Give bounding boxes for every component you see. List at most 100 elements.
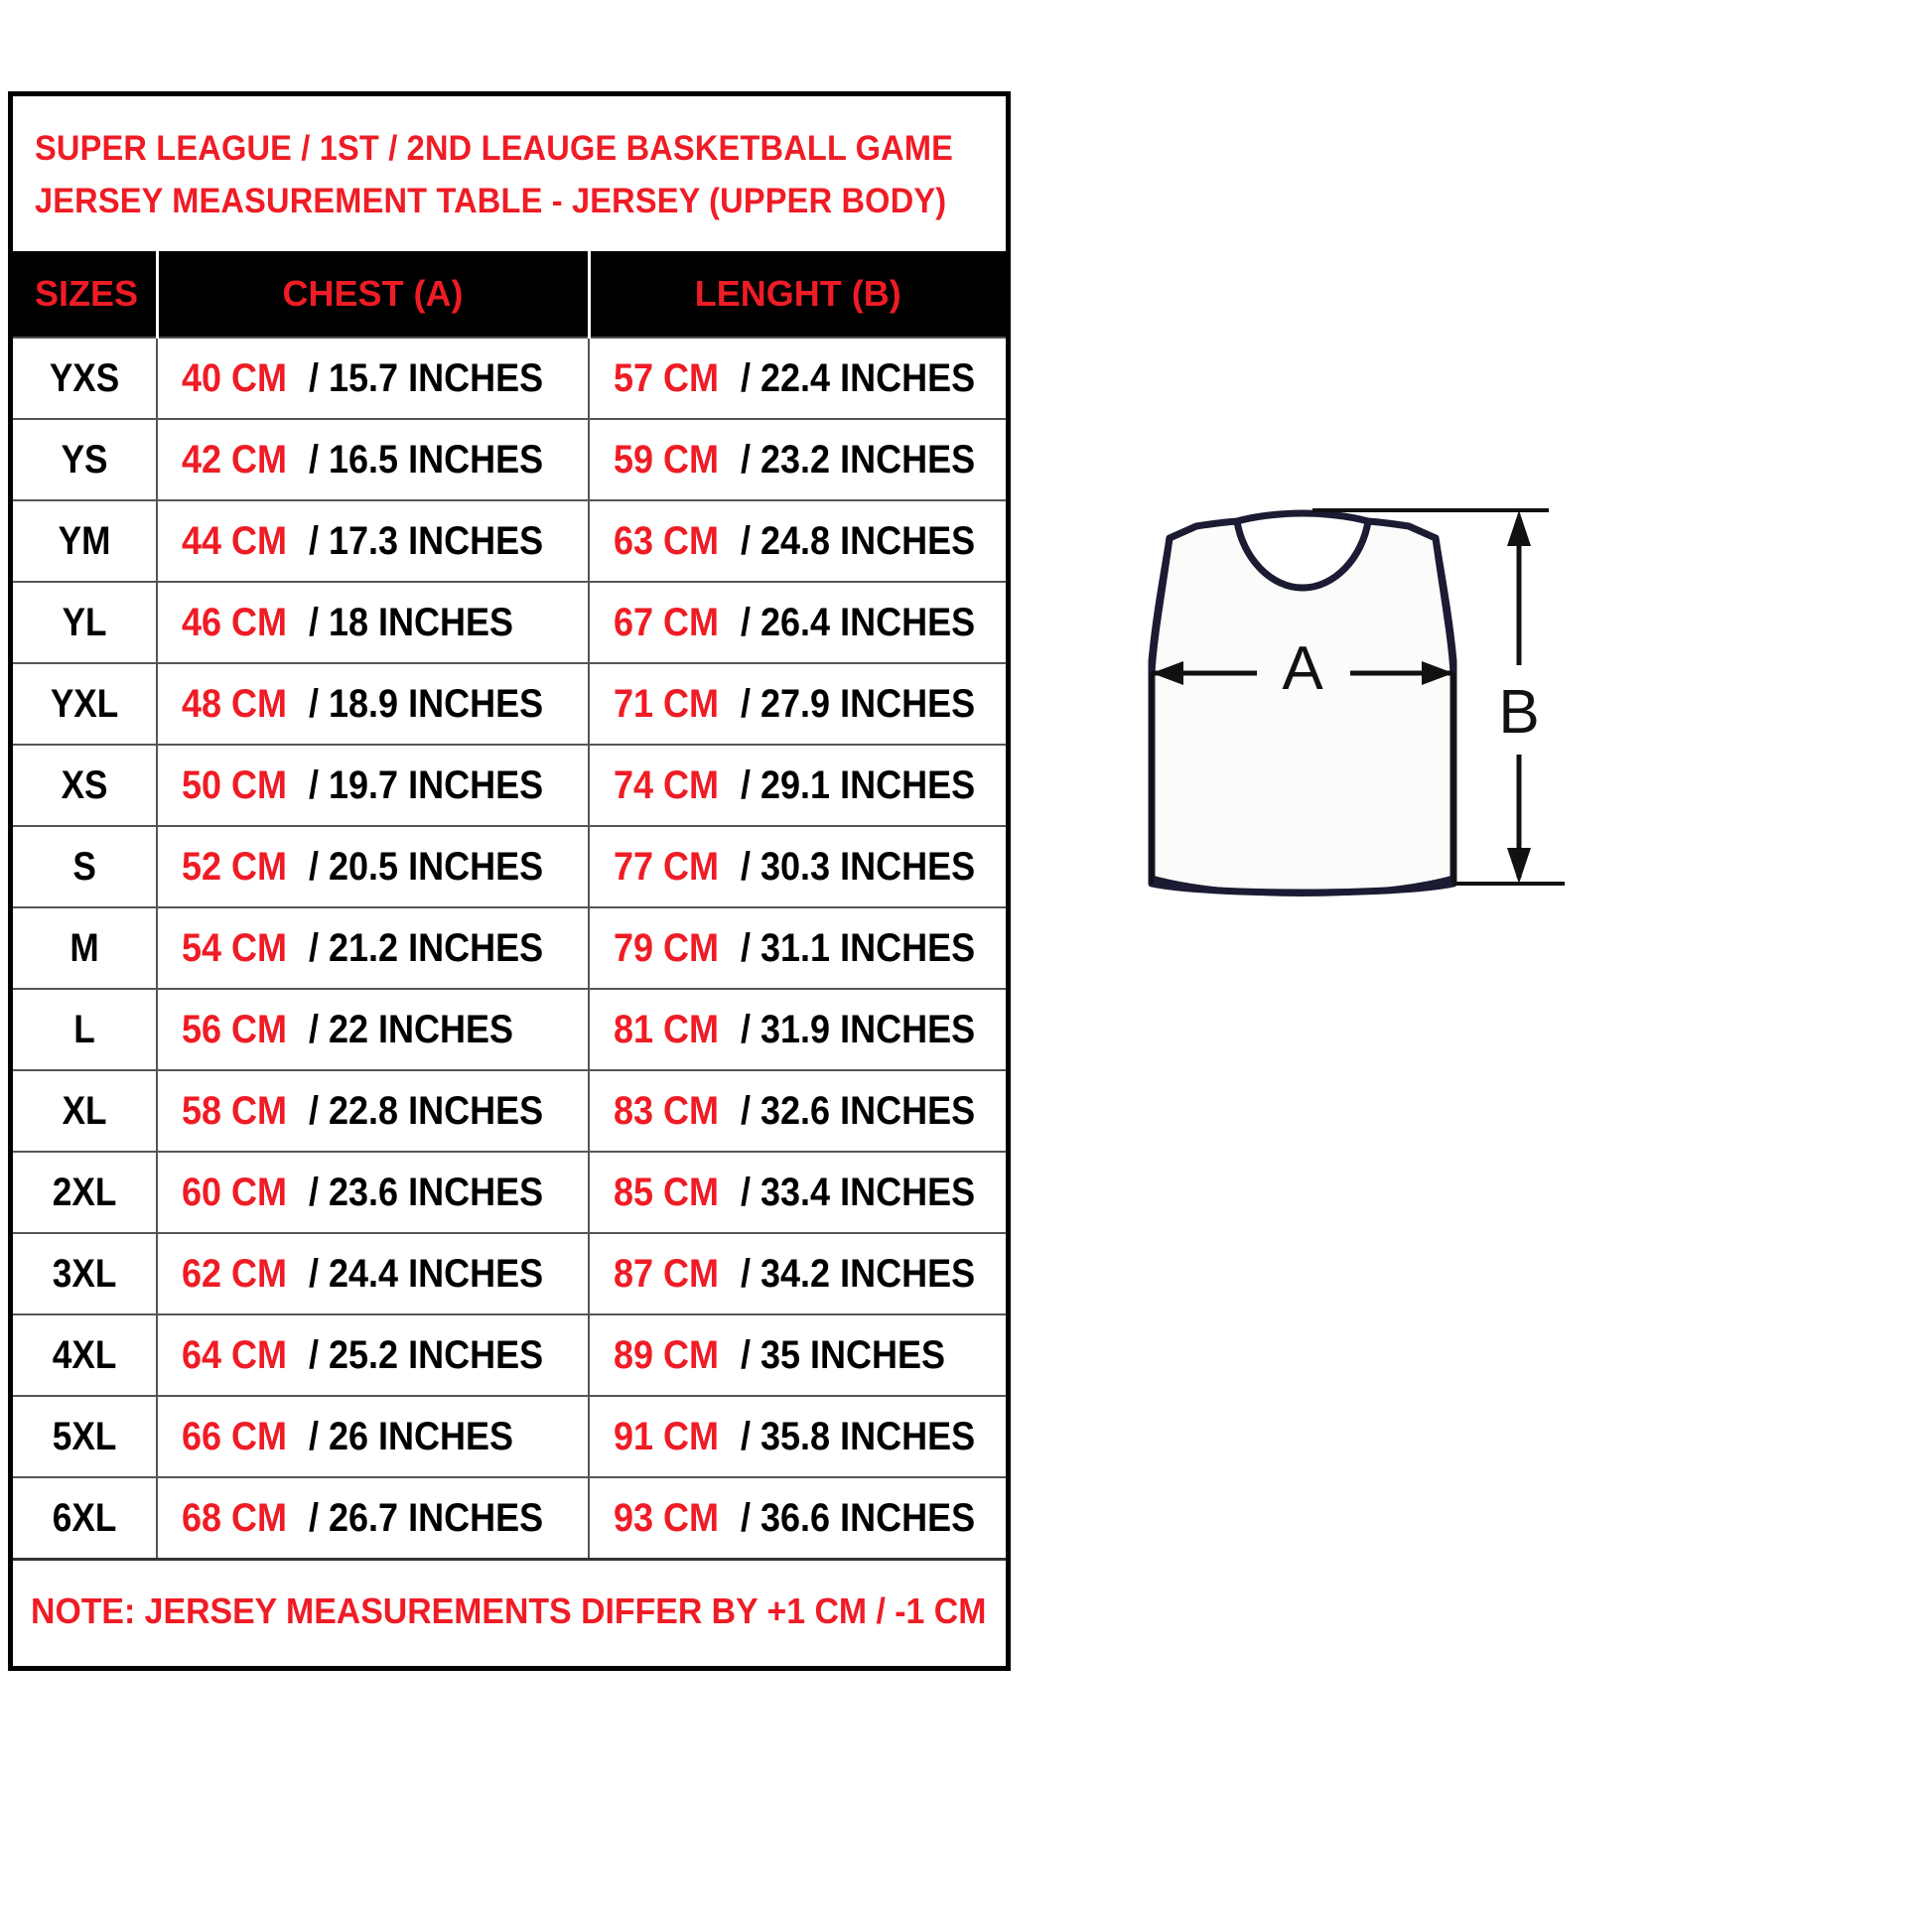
chest-value-cm: 58 CM (182, 1088, 288, 1133)
chest-value-cm: 62 CM (182, 1251, 288, 1296)
chest-value-inches: / 21.2 INCHES (308, 925, 543, 970)
size-cell: 5XL (21, 1395, 150, 1478)
chart-title-line-1: SUPER LEAGUE / 1ST / 2ND LEAUGE BASKETBA… (35, 129, 954, 168)
note-text: NOTE: JERSEY MEASUREMENTS DIFFER BY +1 C… (31, 1590, 987, 1632)
table-body: YXS 40 CM/ 15.7 INCHES 57 CM/ 22.4 INCHES Y… (13, 337, 1006, 1559)
size-cell: XL (21, 1069, 150, 1153)
length-cell: 89 CM / 35 INCHES (589, 1313, 1006, 1397)
chest-cell: 52 CM / 20.5 INCHES (157, 825, 590, 908)
length-cell: 79 CM / 31.1 INCHES (589, 906, 1006, 990)
length-value-cm: 87 CM (614, 1251, 720, 1296)
table-row: 5XL 66 CM / 26 INCHES 91 CM / 35.8 INCHES (13, 1395, 1006, 1478)
table-row: YXL 48 CM / 18.9 INCHES 71 CM / 27.9 INCHES (13, 662, 1006, 746)
chest-cell: 42 CM / 16.5 INCHES (157, 418, 590, 501)
length-cell: 83 CM / 32.6 INCHES (589, 1069, 1006, 1153)
size-cell: 6XL (21, 1476, 150, 1559)
size-cell: 3XL (21, 1232, 150, 1315)
chest-value-inches: / 22 INCHES (308, 1007, 513, 1051)
table-row: 3XL 62 CM / 24.4 INCHES 87 CM / 34.2 INCHES (13, 1232, 1006, 1315)
table-row: YXS 40 CM / 15.7 INCHES 57 CM / 22.4 INCHES (13, 337, 1006, 420)
dimension-a-label: A (1282, 634, 1323, 703)
note-row: NOTE: JERSEY MEASUREMENTS DIFFER BY +1 C… (13, 1558, 1006, 1667)
table-row: 6XL 68 CM / 26.7 INCHES 93 CM / 36.6 INCHES (13, 1476, 1006, 1559)
chart-title-line-2: JERSEY MEASUREMENT TABLE - JERSEY (UPPER… (35, 182, 947, 221)
chest-cell: 62 CM / 24.4 INCHES (157, 1232, 590, 1315)
length-value-cm: 63 CM (614, 518, 720, 563)
length-value-cm: 57 CM (614, 355, 720, 400)
chest-value-cm: 60 CM (182, 1170, 288, 1214)
chest-value-inches: / 18 INCHES (308, 600, 513, 644)
length-value-cm: 67 CM (614, 600, 720, 644)
size-cell: M (21, 906, 150, 990)
size-cell: S (21, 825, 150, 908)
length-value-cm: 79 CM (614, 925, 720, 970)
chart-title-block: SUPER LEAGUE / 1ST / 2ND LEAUGE BASKETBA… (13, 96, 1006, 252)
length-value-inches: / 35 INCHES (740, 1332, 945, 1377)
chest-value-inches: / 19.7 INCHES (308, 762, 543, 807)
chest-value-inches: / 22.8 INCHES (308, 1088, 543, 1133)
length-cell: 77 CM / 30.3 INCHES (589, 825, 1006, 908)
length-value-inches: / 36.6 INCHES (740, 1495, 975, 1540)
table-row: L 56 CM / 22 INCHES 81 CM / 31.9 INCHES (13, 988, 1006, 1071)
size-cell: 4XL (21, 1313, 150, 1397)
chest-cell: 66 CM / 26 INCHES (157, 1395, 590, 1478)
length-value-inches: / 27.9 INCHES (740, 681, 975, 726)
length-cell: 74 CM / 29.1 INCHES (589, 744, 1006, 827)
dimension-b (1507, 510, 1531, 884)
jersey-outline-icon (1148, 509, 1457, 897)
length-value-inches: / 33.4 INCHES (740, 1170, 975, 1214)
length-value-inches: / 32.6 INCHES (740, 1088, 975, 1133)
length-cell: 67 CM / 26.4 INCHES (589, 581, 1006, 664)
dimension-a (1152, 661, 1453, 685)
length-value-cm: 89 CM (614, 1332, 720, 1377)
length-value-inches: / 22.4 INCHES (740, 355, 975, 400)
length-value-cm: 71 CM (614, 681, 720, 726)
chest-value-inches: / 18.9 INCHES (308, 681, 543, 726)
table-row: YM 44 CM / 17.3 INCHES 63 CM / 24.8 INCHES (13, 499, 1006, 583)
chest-cell: 50 CM / 19.7 INCHES (157, 744, 590, 827)
length-cell: 71 CM / 27.9 INCHES (589, 662, 1006, 746)
chest-value-inches: / 15.7 INCHES (308, 355, 543, 400)
length-value-cm: 74 CM (614, 762, 720, 807)
chest-value-inches: / 26.7 INCHES (308, 1495, 543, 1540)
length-value-cm: 93 CM (614, 1495, 720, 1540)
chest-cell: 58 CM / 22.8 INCHES (157, 1069, 590, 1153)
size-cell: YL (21, 581, 150, 664)
length-cell: 85 CM / 33.4 INCHES (589, 1151, 1006, 1234)
length-value-cm: 81 CM (614, 1007, 720, 1051)
chest-value-cm: 64 CM (182, 1332, 288, 1377)
size-cell: YXS (21, 337, 150, 420)
size-cell: L (21, 988, 150, 1071)
size-cell: YS (21, 418, 150, 501)
size-cell: YXL (21, 662, 150, 746)
size-chart-card: SUPER LEAGUE / 1ST / 2ND LEAUGE BASKETBA… (8, 91, 1011, 1672)
length-cell: 59 CM / 23.2 INCHES (589, 418, 1006, 501)
table-row: 4XL 64 CM / 25.2 INCHES 89 CM / 35 INCHES (13, 1313, 1006, 1397)
length-value-inches: / 26.4 INCHES (740, 600, 975, 644)
length-value-inches: / 31.9 INCHES (740, 1007, 975, 1051)
chest-cell: 40 CM / 15.7 INCHES (157, 337, 590, 420)
column-header-sizes: SIZES (13, 251, 159, 339)
chest-value-cm: 42 CM (182, 437, 288, 482)
chest-value-cm: 52 CM (182, 844, 288, 889)
chest-value-cm: 50 CM (182, 762, 288, 807)
column-header-length: LENGHT (B) (589, 251, 1006, 339)
chest-value-inches: / 16.5 INCHES (308, 437, 543, 482)
dimension-b-label: B (1498, 678, 1539, 747)
length-value-inches: / 23.2 INCHES (740, 437, 975, 482)
dimension-b-extension-lines (1150, 508, 1565, 886)
length-value-inches: / 24.8 INCHES (740, 518, 975, 563)
length-cell: 87 CM / 34.2 INCHES (589, 1232, 1006, 1315)
length-value-inches: / 34.2 INCHES (740, 1251, 975, 1296)
length-value-cm: 91 CM (614, 1414, 720, 1458)
chest-value-cm: 66 CM (182, 1414, 288, 1458)
table-row: YL 46 CM / 18 INCHES 67 CM / 26.4 INCHES (13, 581, 1006, 664)
length-value-inches: / 30.3 INCHES (740, 844, 975, 889)
size-cell: YM (21, 499, 150, 583)
table-row: XS 50 CM / 19.7 INCHES 74 CM / 29.1 INCHES (13, 744, 1006, 827)
length-value-inches: / 35.8 INCHES (740, 1414, 975, 1458)
length-cell: 63 CM / 24.8 INCHES (589, 499, 1006, 583)
jersey-diagram: A B (1052, 467, 1608, 1082)
chest-value-inches: / 20.5 INCHES (308, 844, 543, 889)
